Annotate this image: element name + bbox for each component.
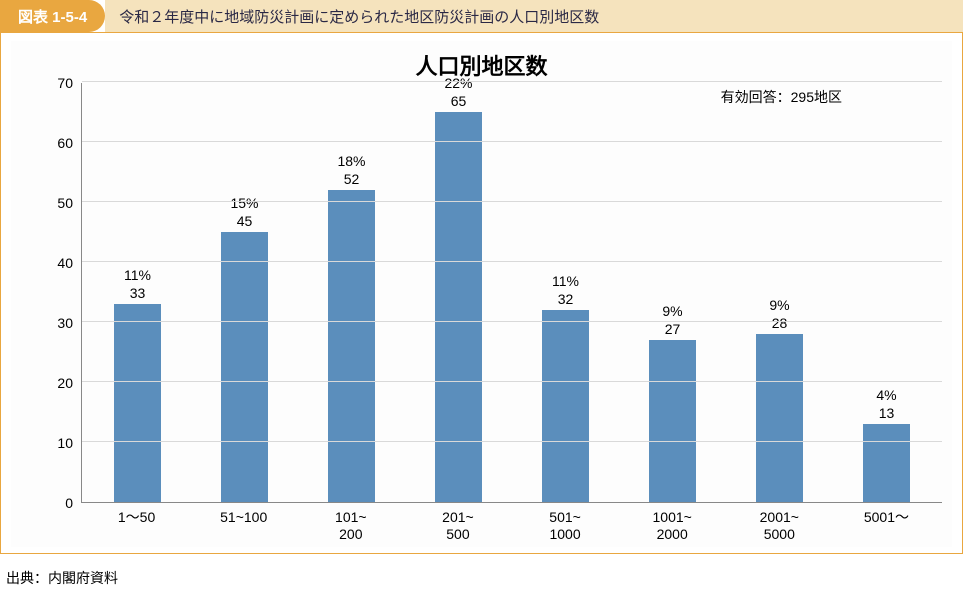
gridline (82, 141, 942, 142)
figure-header: 図表 1-5-4 令和２年度中に地域防災計画に定められた地区防災計画の人口別地区… (0, 0, 963, 32)
figure-title: 令和２年度中に地域防災計画に定められた地区防災計画の人口別地区数 (105, 0, 963, 32)
gridline (82, 381, 942, 382)
source-note: 出典：内閣府資料 (6, 568, 963, 588)
x-tick-label: 1～50 (83, 509, 190, 543)
chart-frame: 人口別地区数 有効回答：295地区 706050403020100 11%331… (0, 32, 963, 554)
gridline (82, 261, 942, 262)
bar-value-label: 11%32 (552, 273, 579, 308)
bar-slot: 9%27 (619, 83, 726, 502)
bar: 15%45 (221, 232, 268, 502)
bar: 4%13 (863, 424, 910, 502)
bar: 9%28 (756, 334, 803, 502)
bar-value-label: 11%33 (124, 267, 151, 302)
bar: 11%32 (542, 310, 589, 502)
x-tick-label: 501~ 1000 (512, 509, 619, 543)
chart-title: 人口別地区数 (21, 49, 942, 81)
bar: 11%33 (114, 304, 161, 502)
x-tick-label: 101~ 200 (297, 509, 404, 543)
x-axis: 1～5051~100101~ 200201~ 500501~ 10001001~… (81, 503, 942, 543)
gridline (82, 321, 942, 322)
x-tick-label: 5001～ (833, 509, 940, 543)
bar: 9%27 (649, 340, 696, 502)
bar-value-label: 9%28 (769, 297, 789, 332)
x-tick-label: 1001~ 2000 (619, 509, 726, 543)
y-axis: 706050403020100 (21, 83, 81, 503)
bar-slot: 18%52 (298, 83, 405, 502)
plot-wrap: 706050403020100 11%3315%4518%5222%6511%3… (21, 83, 942, 503)
chart-area: 人口別地区数 有効回答：295地区 706050403020100 11%331… (11, 41, 952, 547)
bar-value-label: 18%52 (337, 153, 365, 188)
bar-slot: 22%65 (405, 83, 512, 502)
plot-area: 11%33 15%45 18%52 22%65 11%32 9%27 9%28 4%13 (81, 83, 942, 503)
bar-slot: 15%45 (191, 83, 298, 502)
bar-value-label: 4%13 (876, 387, 896, 422)
bars-container: 11%33 15%45 18%52 22%65 11%32 9%27 9%28 4%13 (82, 83, 942, 502)
bar-slot: 11%32 (512, 83, 619, 502)
gridline (82, 201, 942, 202)
bar-slot: 4%13 (833, 83, 940, 502)
bar: 18%52 (328, 190, 375, 502)
x-tick-label: 51~100 (190, 509, 297, 543)
gridline (82, 441, 942, 442)
bar-slot: 9%28 (726, 83, 833, 502)
bar-slot: 11%33 (84, 83, 191, 502)
x-tick-label: 201~ 500 (404, 509, 511, 543)
x-tick-label: 2001~ 5000 (726, 509, 833, 543)
gridline (82, 81, 942, 82)
figure-number-badge: 図表 1-5-4 (0, 0, 105, 32)
bar: 22%65 (435, 112, 482, 502)
